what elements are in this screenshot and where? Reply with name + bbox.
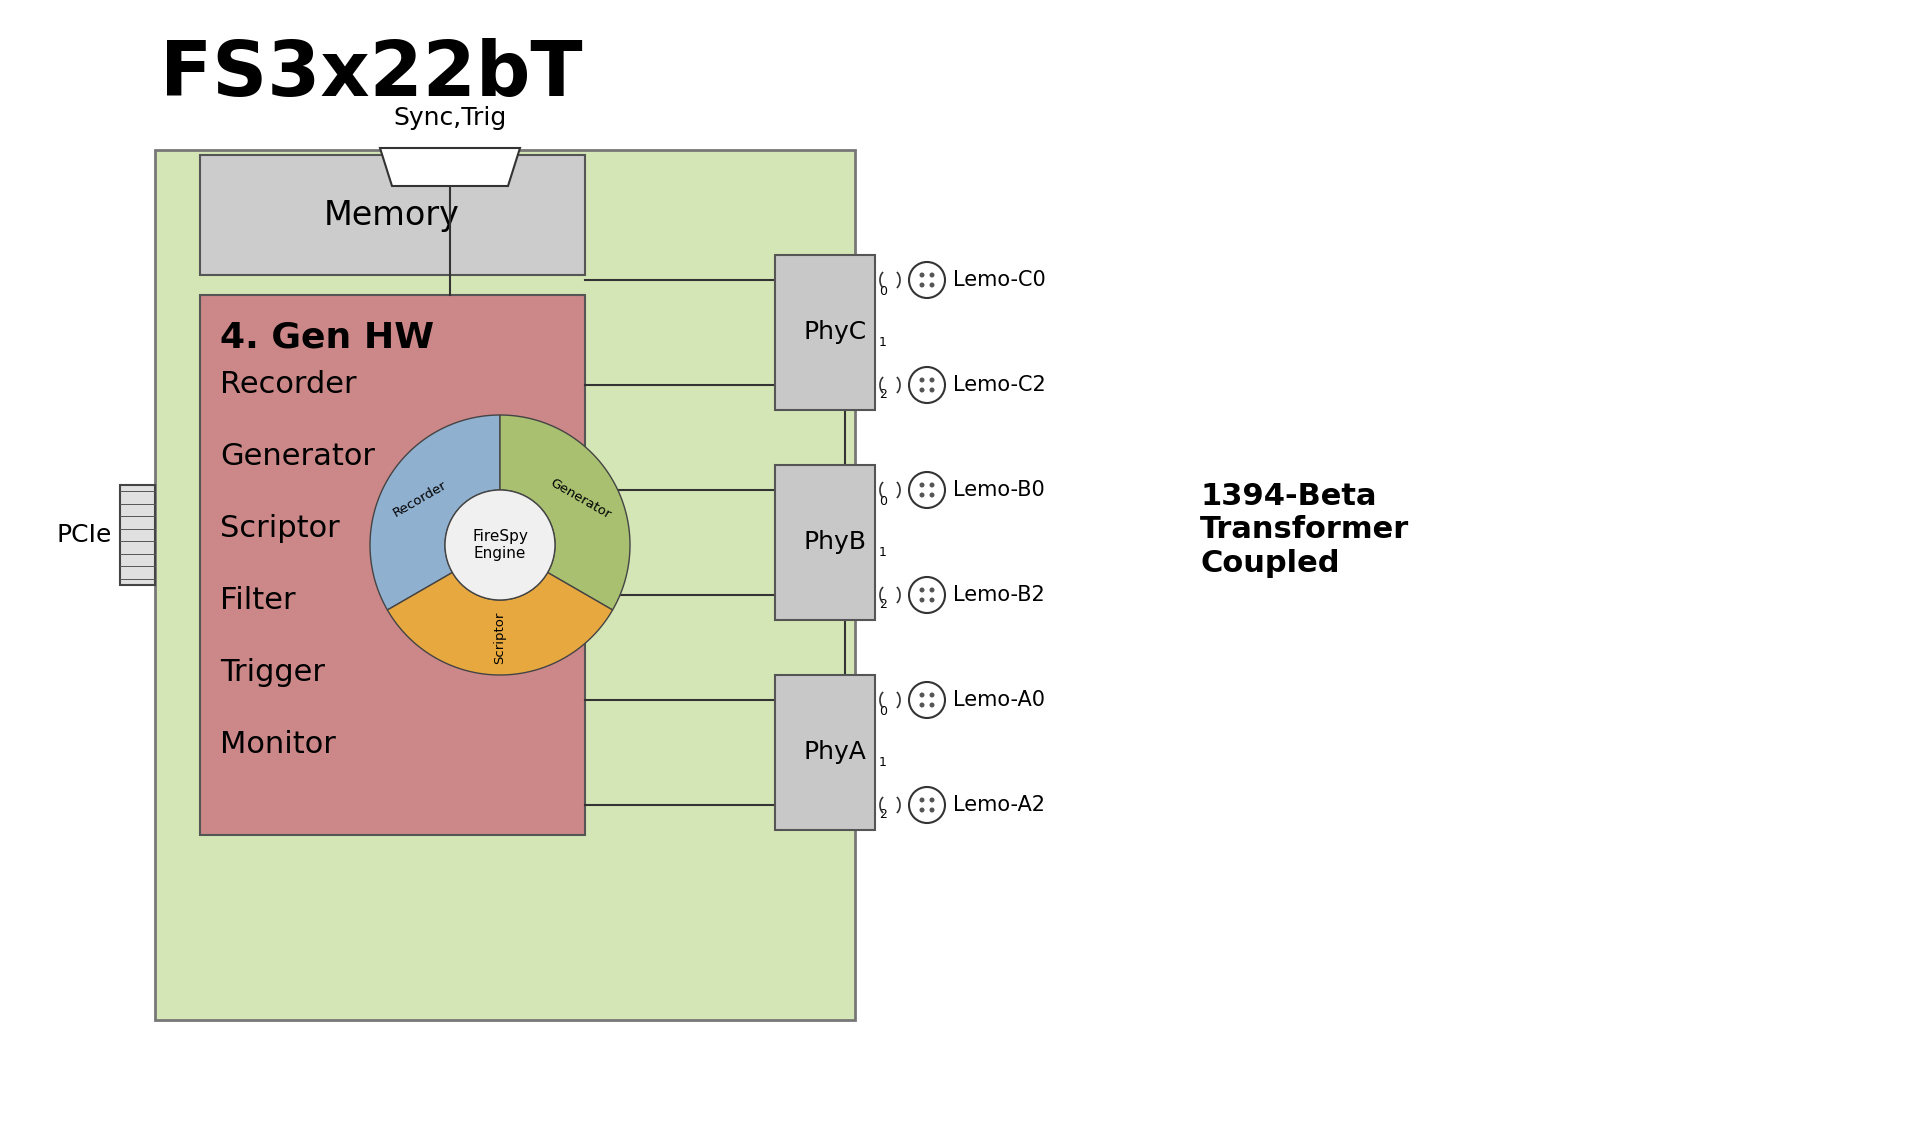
Text: Trigger: Trigger [221,658,324,687]
Bar [200,295,586,835]
Bar [200,155,586,275]
Text: Lemo-C0: Lemo-C0 [952,270,1046,290]
Bar [776,675,876,830]
Circle shape [920,283,925,287]
Text: 0: 0 [879,705,887,718]
Text: Generator: Generator [547,476,612,521]
Text: Recorder: Recorder [392,478,449,519]
Circle shape [929,378,935,382]
Circle shape [929,597,935,603]
Text: PCIe: PCIe [56,523,111,547]
Bar [776,465,876,620]
Circle shape [929,492,935,498]
Circle shape [920,378,925,382]
Circle shape [920,483,925,487]
Circle shape [929,692,935,698]
Bar [156,150,854,1020]
Text: Sync,Trig: Sync,Trig [394,106,507,130]
Text: 1394-Beta
Transformer
Coupled: 1394-Beta Transformer Coupled [1200,482,1409,578]
Circle shape [920,388,925,392]
Text: 2: 2 [879,808,887,821]
Text: Lemo-A2: Lemo-A2 [952,795,1044,815]
Circle shape [908,787,945,823]
Text: Scriptor: Scriptor [221,513,340,543]
Text: Generator: Generator [221,442,374,470]
Circle shape [920,797,925,803]
Circle shape [929,273,935,277]
Circle shape [929,483,935,487]
Text: 2: 2 [879,598,887,611]
Polygon shape [499,415,630,610]
Text: 0: 0 [879,285,887,297]
Text: PhyC: PhyC [803,320,866,345]
Bar [776,254,876,411]
Text: PhyB: PhyB [803,530,866,554]
Circle shape [908,262,945,297]
Circle shape [929,283,935,287]
Polygon shape [380,148,520,185]
Text: FS3x22bT: FS3x22bT [159,38,582,112]
Text: Lemo-A0: Lemo-A0 [952,690,1044,710]
Text: Filter: Filter [221,586,296,615]
Text: Monitor: Monitor [221,729,336,759]
Text: Lemo-B0: Lemo-B0 [952,480,1044,500]
Text: PhyA: PhyA [803,741,866,765]
Circle shape [920,597,925,603]
Circle shape [920,492,925,498]
Text: 2: 2 [879,388,887,402]
Circle shape [908,472,945,508]
Text: 1: 1 [879,757,887,769]
Circle shape [920,692,925,698]
Polygon shape [388,572,612,675]
Circle shape [908,682,945,718]
Text: Recorder: Recorder [221,370,357,399]
Circle shape [920,702,925,708]
Polygon shape [371,415,499,610]
Circle shape [929,702,935,708]
Circle shape [929,797,935,803]
Bar [119,485,156,585]
Circle shape [920,273,925,277]
Text: 1: 1 [879,546,887,560]
Text: 1: 1 [879,336,887,349]
Circle shape [908,577,945,613]
Circle shape [920,587,925,593]
Text: Lemo-C2: Lemo-C2 [952,375,1046,395]
Circle shape [908,366,945,403]
Circle shape [929,587,935,593]
Text: Memory: Memory [324,199,461,232]
Circle shape [445,490,555,601]
Text: Scriptor: Scriptor [493,612,507,664]
Circle shape [929,808,935,812]
Text: FireSpy
Engine: FireSpy Engine [472,529,528,561]
Text: 4. Gen HW: 4. Gen HW [221,320,434,354]
Circle shape [929,388,935,392]
Circle shape [920,808,925,812]
Text: Lemo-B2: Lemo-B2 [952,585,1044,605]
Text: 0: 0 [879,494,887,508]
